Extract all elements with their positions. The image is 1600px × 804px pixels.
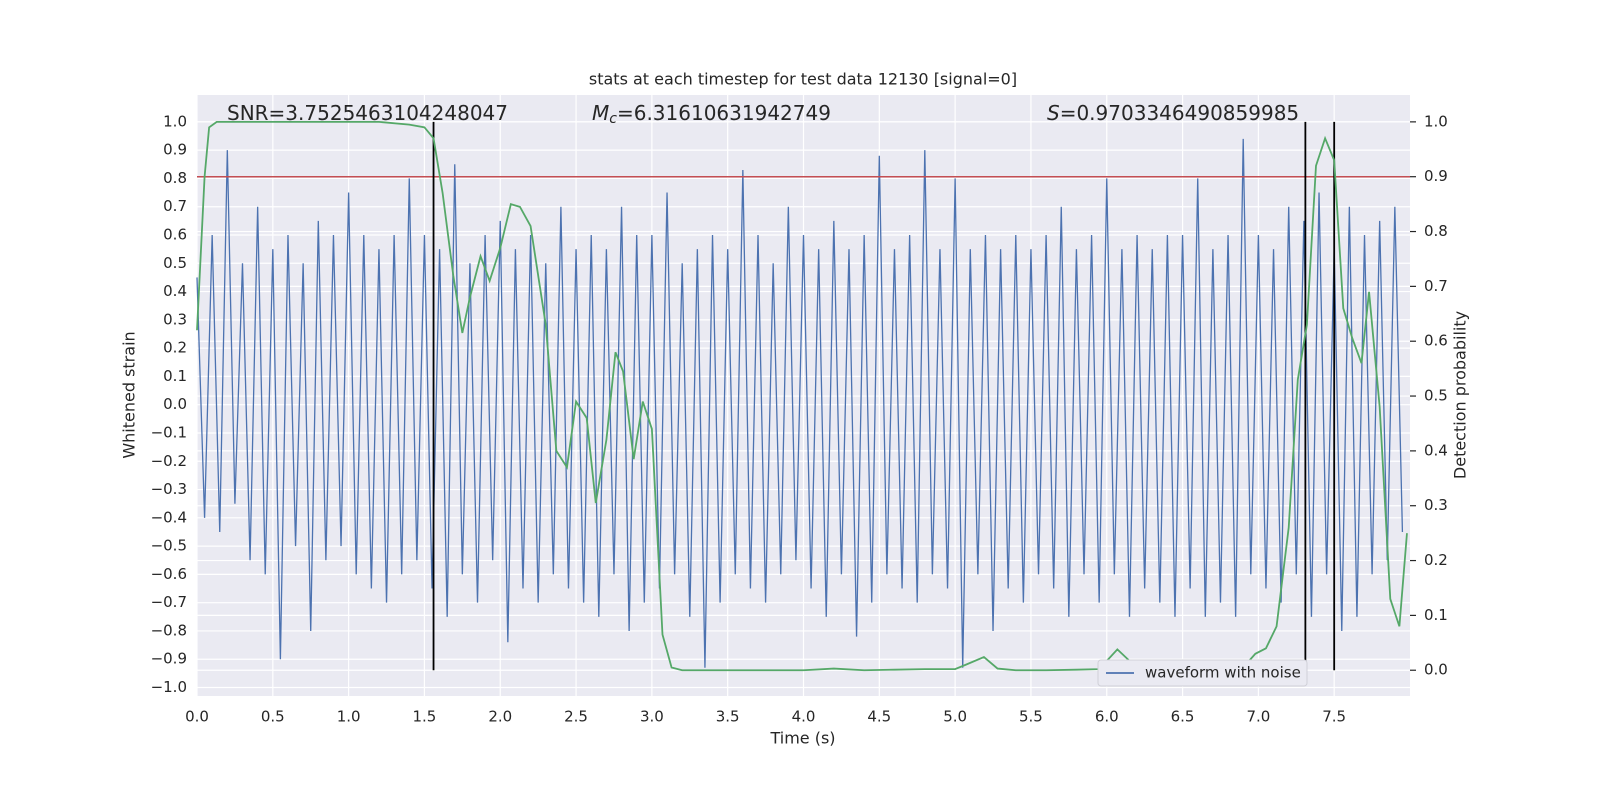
x-tick-label: 5.0	[943, 708, 967, 726]
x-tick-label: 3.0	[640, 708, 664, 726]
y-tick-label: −0.4	[151, 508, 187, 526]
legend-box	[1097, 659, 1308, 687]
y2-tick-label: 0.1	[1424, 606, 1448, 624]
annotation: SNR=3.7525463104248047	[227, 101, 508, 125]
y-tick-label: −0.2	[151, 452, 187, 470]
y-axis-label: Whitened strain	[120, 331, 139, 458]
y-tick-label: 0.8	[163, 169, 187, 187]
y2-tick-label: 0.5	[1424, 387, 1448, 405]
y2-tick-label: 0.0	[1424, 661, 1448, 679]
y2-tick-label: 0.7	[1424, 277, 1448, 295]
x-axis-label: Time (s)	[769, 729, 835, 748]
y2-tick-label: 0.6	[1424, 332, 1448, 350]
annotation: Mc=6.31610631942749	[592, 101, 831, 128]
y-tick-label: 0.0	[163, 395, 187, 413]
y-tick-label: −0.1	[151, 423, 187, 441]
y-tick-label: 0.6	[163, 225, 187, 243]
x-tick-label: 0.0	[185, 708, 209, 726]
y-tick-label: 0.5	[163, 254, 187, 272]
y-tick-label: −0.6	[151, 565, 187, 583]
y-tick-label: 0.9	[163, 141, 187, 159]
series-line	[196, 120, 1408, 672]
x-tick-label: 1.0	[337, 708, 361, 726]
y-tick-label: −0.7	[151, 593, 187, 611]
y2-tick-label: 0.4	[1424, 441, 1448, 459]
annotation: S=0.9703346490859985	[1047, 101, 1299, 125]
y2-tick-label: 0.2	[1424, 551, 1448, 569]
chart-title: stats at each timestep for test data 121…	[589, 70, 1017, 89]
x-tick-label: 2.5	[564, 708, 588, 726]
y-tick-label: −0.8	[151, 621, 187, 639]
y2-tick-label: 1.0	[1424, 112, 1448, 130]
y2-axis-label: Detection probability	[1451, 311, 1470, 479]
x-tick-label: 1.5	[413, 708, 437, 726]
y-tick-label: −0.5	[151, 537, 187, 555]
y-tick-label: 0.1	[163, 367, 187, 385]
y-tick-label: −1.0	[151, 678, 187, 696]
y-tick-label: −0.9	[151, 650, 187, 668]
y-tick-label: 0.3	[163, 310, 187, 328]
annotation-symbol: M	[592, 101, 609, 125]
x-tick-label: 6.5	[1171, 708, 1195, 726]
y-tick-label: 1.0	[163, 112, 187, 130]
x-tick-label: 5.5	[1019, 708, 1043, 726]
legend-label: waveform with noise	[1145, 664, 1301, 682]
y-tick-label: 0.7	[163, 197, 187, 215]
annotation-subscript: c	[609, 111, 617, 127]
annotation-text: SNR=3.7525463104248047	[227, 101, 508, 125]
y2-tick-label: 0.8	[1424, 222, 1448, 240]
x-tick-label: 6.0	[1095, 708, 1119, 726]
annotation-text: =6.31610631942749	[617, 101, 831, 125]
series-line	[196, 138, 1404, 668]
y-tick-label: −0.3	[151, 480, 187, 498]
x-tick-label: 0.5	[261, 708, 285, 726]
y-tick-label: 0.4	[163, 282, 187, 300]
y-tick-label: 0.2	[163, 339, 187, 357]
x-tick-label: 4.0	[792, 708, 816, 726]
y2-tick-label: 0.3	[1424, 496, 1448, 514]
x-tick-label: 7.0	[1246, 708, 1270, 726]
x-tick-label: 7.5	[1322, 708, 1346, 726]
x-tick-label: 2.0	[488, 708, 512, 726]
x-tick-label: 3.5	[716, 708, 740, 726]
annotation-symbol: S	[1047, 101, 1060, 125]
annotation-text: =0.9703346490859985	[1060, 101, 1299, 125]
y2-tick-label: 0.9	[1424, 167, 1448, 185]
x-tick-label: 4.5	[867, 708, 891, 726]
